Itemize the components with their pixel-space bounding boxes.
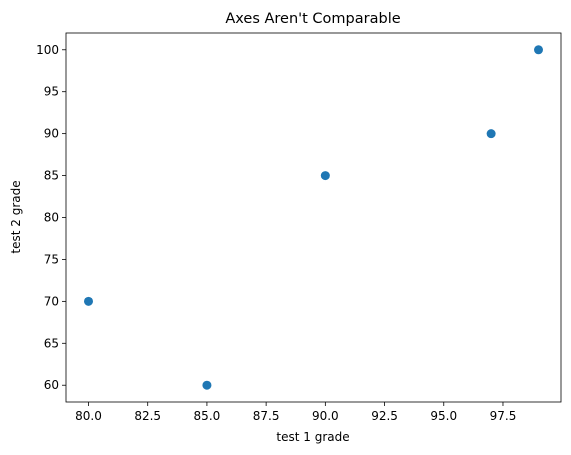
y-tick-label: 90 bbox=[44, 127, 59, 141]
points-layer bbox=[84, 45, 543, 390]
plot-frame bbox=[65, 32, 562, 403]
data-point bbox=[202, 380, 212, 390]
x-tick-label: 80.0 bbox=[75, 409, 102, 423]
x-axis-label: test 1 grade bbox=[276, 430, 349, 444]
y-tick-label: 100 bbox=[36, 43, 59, 57]
x-tick-label: 90.0 bbox=[312, 409, 339, 423]
data-point bbox=[320, 171, 330, 181]
y-tick-label: 70 bbox=[44, 294, 59, 308]
x-tick-label: 92.5 bbox=[371, 409, 398, 423]
y-tick-label: 85 bbox=[44, 169, 59, 183]
y-tick-label: 65 bbox=[44, 336, 59, 350]
data-point bbox=[534, 45, 543, 55]
x-tick-label: 95.0 bbox=[430, 409, 457, 423]
data-point bbox=[84, 296, 93, 306]
ticks-layer: 80.0 82.5 85.0 87.5 90.0 92.5 95.0 97.5 60 65 70 75… bbox=[36, 43, 516, 423]
x-tick-label: 85.0 bbox=[194, 409, 221, 423]
x-tick-label: 87.5 bbox=[253, 409, 280, 423]
y-tick-label: 95 bbox=[44, 85, 59, 99]
chart-title: Axes Aren't Comparable bbox=[225, 11, 400, 27]
y-tick-label: 80 bbox=[44, 211, 59, 225]
data-point bbox=[486, 129, 496, 139]
y-axis-label: test 2 grade bbox=[9, 180, 23, 253]
y-tick-label: 75 bbox=[44, 252, 59, 266]
x-tick-label: 97.5 bbox=[490, 409, 517, 423]
y-tick-label: 60 bbox=[44, 378, 59, 392]
x-tick-label: 82.5 bbox=[134, 409, 161, 423]
